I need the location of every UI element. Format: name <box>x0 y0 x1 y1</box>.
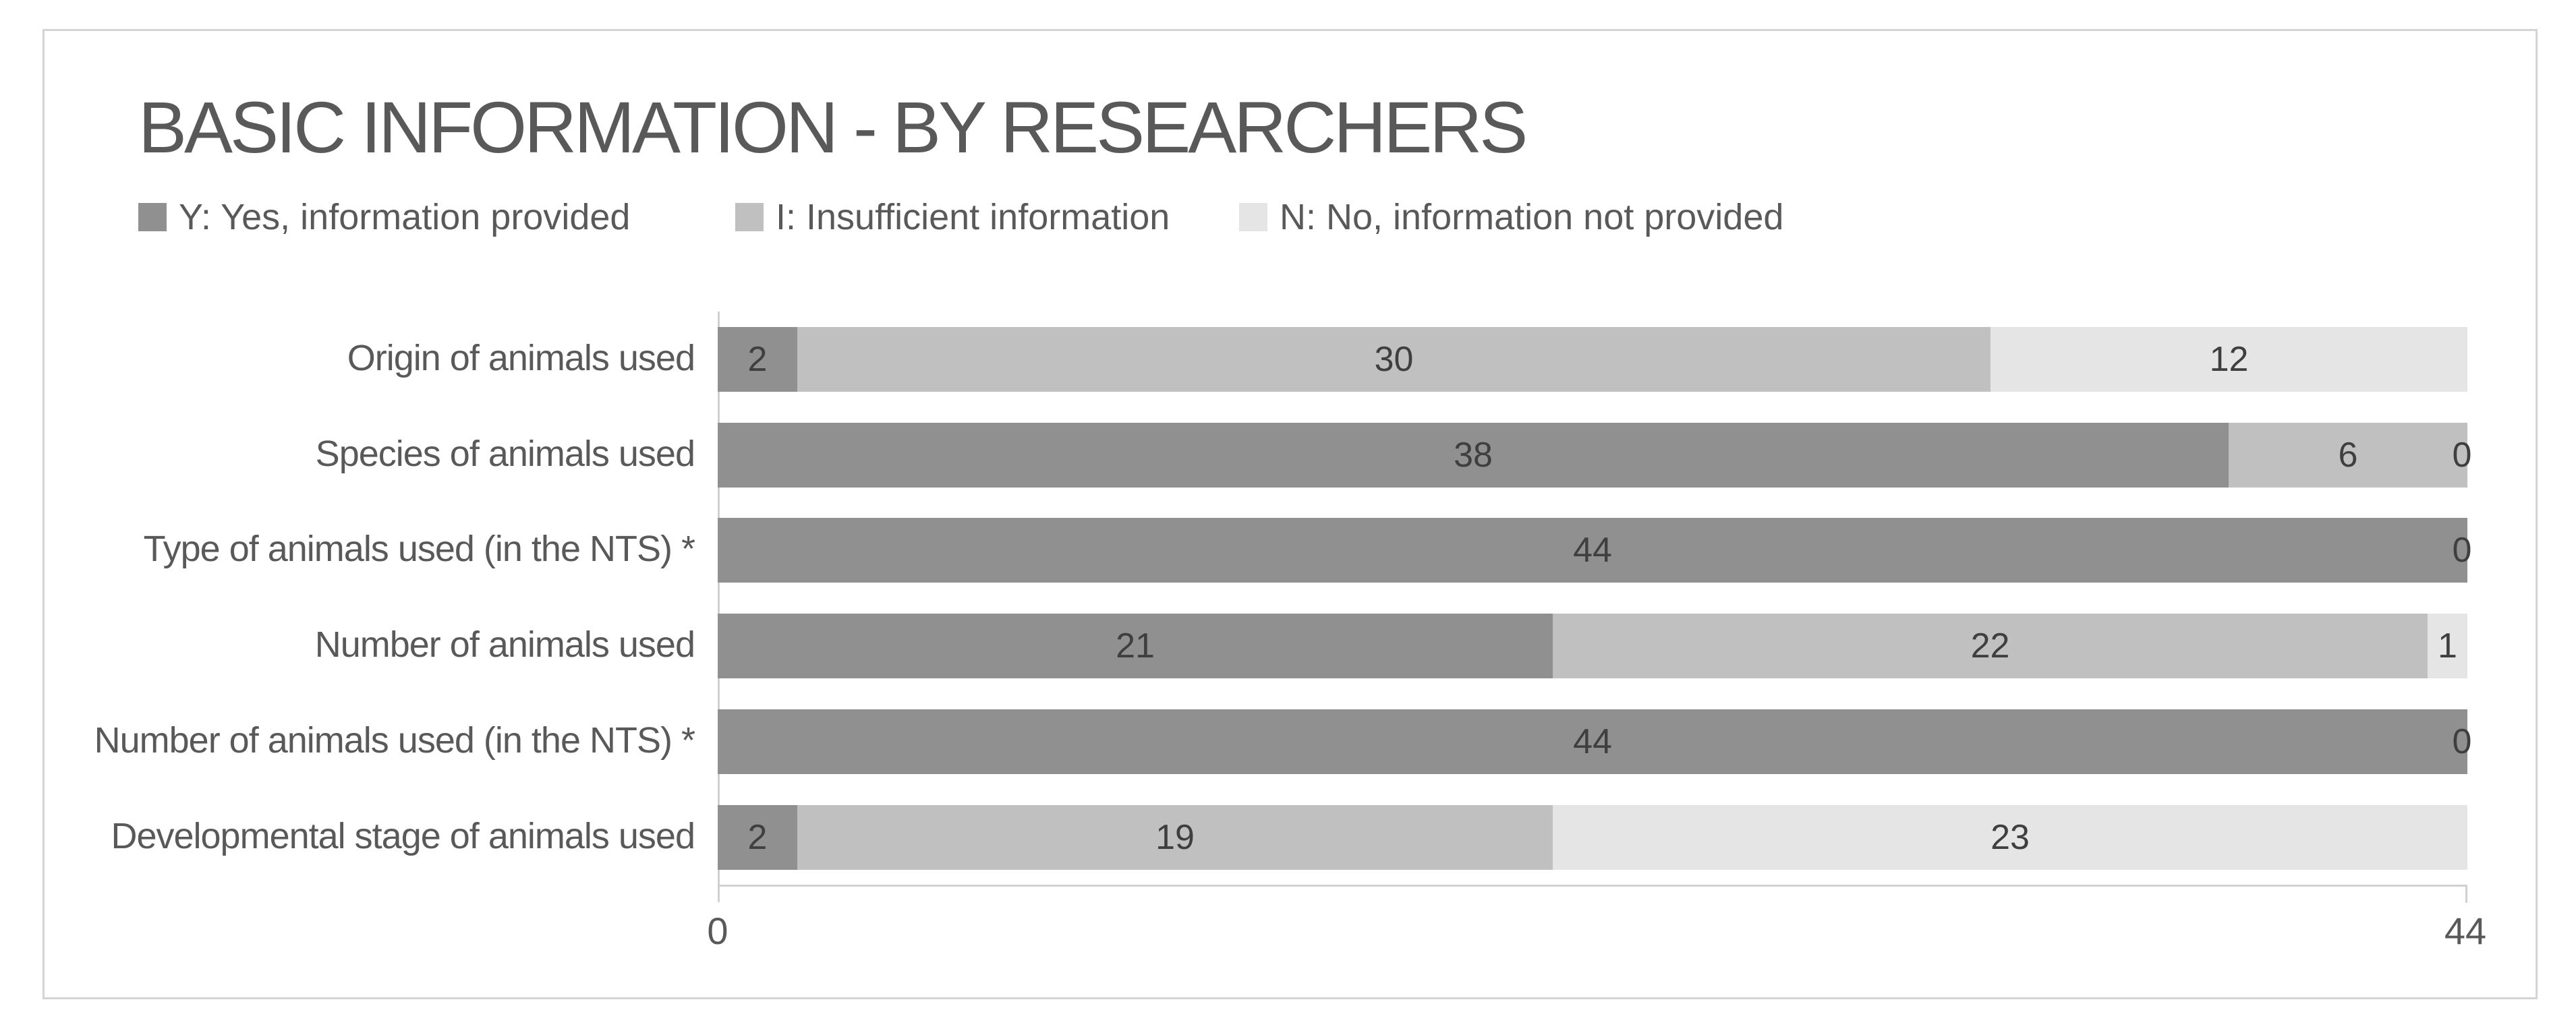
legend-swatch-icon <box>1239 203 1267 231</box>
bar-segment: 44 <box>718 709 2467 774</box>
x-axis-line <box>718 885 2467 887</box>
legend-swatch-icon <box>735 203 764 231</box>
data-label-zero: 0 <box>2452 436 2472 475</box>
category-label: Type of animals used (in the NTS) * <box>143 529 695 569</box>
bar-segment: 12 <box>1991 327 2467 392</box>
x-axis-tick-label-min: 0 <box>707 910 728 952</box>
chart-title: BASIC INFORMATION - BY RESEARCHERS <box>138 86 1528 168</box>
data-label-zero: 0 <box>2452 722 2472 761</box>
legend-label: N: No, information not provided <box>1280 197 1784 237</box>
bar-segment: 44 <box>718 518 2467 583</box>
category-label: Origin of animals used <box>347 338 695 378</box>
bar-segment: 38 <box>718 423 2229 488</box>
bar-segment: 23 <box>1553 805 2467 870</box>
y-axis-line <box>718 312 720 902</box>
bar-segment: 30 <box>797 327 1991 392</box>
bar-segment: 1 <box>2428 614 2467 678</box>
legend-swatch-icon <box>138 203 167 231</box>
bar-segment: 21 <box>718 614 1553 678</box>
data-label-zero: 0 <box>2452 531 2472 570</box>
legend-item: Y: Yes, information provided <box>138 197 631 237</box>
bar-segment: 19 <box>797 805 1553 870</box>
category-label: Developmental stage of animals used <box>111 816 695 856</box>
x-axis-tick-44 <box>2465 885 2467 903</box>
legend-label: Y: Yes, information provided <box>179 197 631 237</box>
x-axis-tick-label-max: 44 <box>2444 910 2487 952</box>
legend-label: I: Insufficient information <box>776 197 1170 237</box>
legend-item: N: No, information not provided <box>1239 197 1784 237</box>
bar-segment: 6 <box>2229 423 2467 488</box>
bar-segment: 2 <box>718 327 797 392</box>
chart-frame: BASIC INFORMATION - BY RESEARCHERS Y: Ye… <box>42 29 2538 999</box>
legend-item: I: Insufficient information <box>735 197 1170 237</box>
category-label: Species of animals used <box>315 434 695 474</box>
bar-segment: 2 <box>718 805 797 870</box>
bar-segment: 22 <box>1553 614 2428 678</box>
plot-area: 0 44 Origin of animals used 2 30 12 Species … <box>45 31 2536 997</box>
category-label: Number of animals used <box>314 624 695 665</box>
category-label: Number of animals used (in the NTS) * <box>94 720 695 761</box>
